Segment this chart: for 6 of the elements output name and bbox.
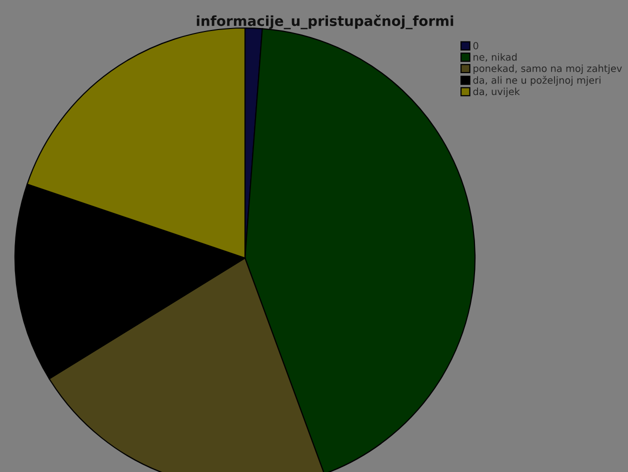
legend-label: ponekad, samo na moj zahtjev [474, 64, 622, 74]
legend-label: da, uvijek [473, 88, 520, 98]
legend-label: ne, nikad [474, 53, 517, 62]
chart-title: informacije_u_pristupačnoj_formi [196, 14, 454, 30]
legend-label: 0 [473, 42, 478, 50]
legend-label: da, ali ne u poželjnoj mjeri [473, 76, 600, 86]
